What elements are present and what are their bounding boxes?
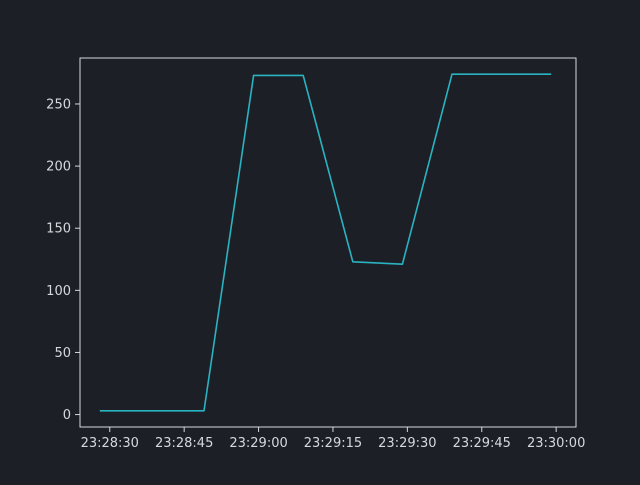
x-tick-label: 23:28:30 bbox=[81, 436, 139, 451]
x-axis: 23:28:30 23:28:45 23:29:00 23:29:15 23:29:30… bbox=[81, 427, 586, 451]
x-tick-label: 23:29:30 bbox=[378, 436, 436, 451]
y-tick-label: 200 bbox=[46, 160, 71, 175]
series-layer bbox=[100, 74, 551, 411]
x-tick-label: 23:28:45 bbox=[155, 436, 213, 451]
series-line-0 bbox=[100, 74, 551, 411]
y-tick-label: 0 bbox=[63, 408, 71, 423]
x-tick-label: 23:29:45 bbox=[453, 436, 511, 451]
y-tick-label: 50 bbox=[54, 346, 71, 361]
x-tick-label: 23:30:00 bbox=[527, 436, 585, 451]
x-tick-label: 23:29:00 bbox=[229, 436, 287, 451]
y-tick-label: 250 bbox=[46, 97, 71, 112]
y-tick-label: 100 bbox=[46, 284, 71, 299]
y-tick-label: 150 bbox=[46, 222, 71, 237]
x-tick-label: 23:29:15 bbox=[304, 436, 362, 451]
y-axis: 0 50 100 150 200 250 bbox=[46, 97, 80, 423]
plot-area-frame bbox=[80, 58, 576, 427]
